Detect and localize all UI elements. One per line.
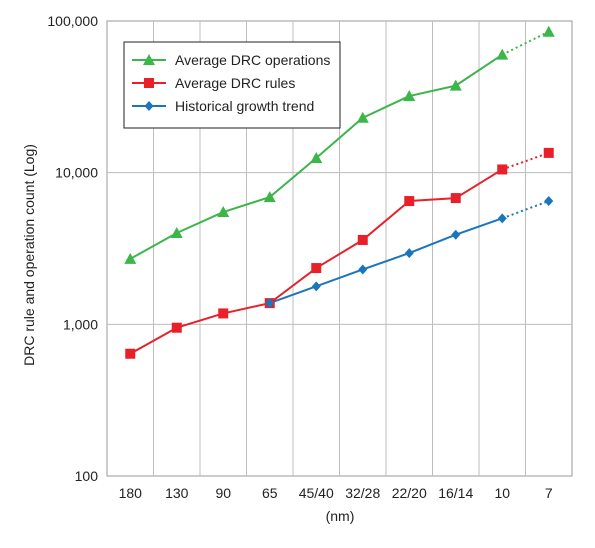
x-tick-label: 32/28 <box>345 485 380 501</box>
x-tick-label: 65 <box>262 485 278 501</box>
x-tick-label: 10 <box>494 485 510 501</box>
y-tick-label: 100,000 <box>47 13 98 29</box>
data-point-square <box>218 308 229 319</box>
data-point-square <box>144 78 154 88</box>
data-point-triangle <box>124 252 137 264</box>
legend-entry: Average DRC rules <box>175 75 295 91</box>
data-point-triangle <box>170 227 183 239</box>
data-point-triangle <box>143 54 155 65</box>
x-tick-label: 22/20 <box>392 485 427 501</box>
data-point-square <box>171 322 182 333</box>
x-axis-label: (nm) <box>326 508 355 524</box>
data-point-triangle <box>310 151 323 163</box>
data-point-diamond <box>311 281 321 292</box>
x-tick-label: 90 <box>215 485 231 501</box>
data-point-diamond <box>451 229 461 240</box>
y-tick-label: 1,000 <box>63 316 98 332</box>
x-tick-label: 130 <box>165 485 189 501</box>
data-point-diamond <box>544 196 554 207</box>
data-point-square <box>125 348 136 359</box>
data-point-triangle <box>496 48 509 60</box>
y-tick-label: 10,000 <box>55 165 98 181</box>
y-axis-label: DRC rule and operation count (Log) <box>21 144 37 366</box>
data-point-diamond <box>358 264 368 275</box>
data-point-diamond <box>497 213 507 224</box>
legend-entry: Average DRC operations <box>175 52 330 68</box>
legend-entry: Historical growth trend <box>175 98 314 114</box>
data-point-triangle <box>403 90 416 102</box>
data-point-triangle <box>217 206 230 218</box>
series-line-projected <box>501 151 550 171</box>
data-point-diamond <box>144 101 154 111</box>
data-point-triangle <box>449 79 462 91</box>
y-tick-label: 100 <box>75 468 99 484</box>
tick-labels: 100 1,000 10,000 100,000 180 130 90 65 45/40 32/2… <box>47 13 552 501</box>
data-point-square <box>311 263 322 274</box>
series-markers <box>124 25 555 359</box>
legend: Average DRC operations Average DRC rules H… <box>123 41 341 129</box>
x-tick-label: 16/14 <box>438 485 473 501</box>
data-point-diamond <box>404 248 414 259</box>
data-point-diamond <box>265 298 275 309</box>
data-point-triangle <box>263 191 276 203</box>
data-point-square <box>497 164 508 175</box>
series-line-projected <box>501 30 550 56</box>
legend-box <box>123 41 341 129</box>
data-point-square <box>543 147 554 158</box>
data-point-square <box>357 234 368 245</box>
data-point-triangle <box>356 111 369 123</box>
x-tick-label: 45/40 <box>299 485 334 501</box>
series-line <box>129 168 503 355</box>
x-tick-label: 7 <box>545 485 553 501</box>
data-point-square <box>450 193 461 204</box>
data-point-triangle <box>542 25 555 37</box>
x-tick-label: 180 <box>119 485 143 501</box>
series-line-projected <box>501 200 550 220</box>
data-point-square <box>404 196 415 207</box>
series-line <box>269 217 503 305</box>
